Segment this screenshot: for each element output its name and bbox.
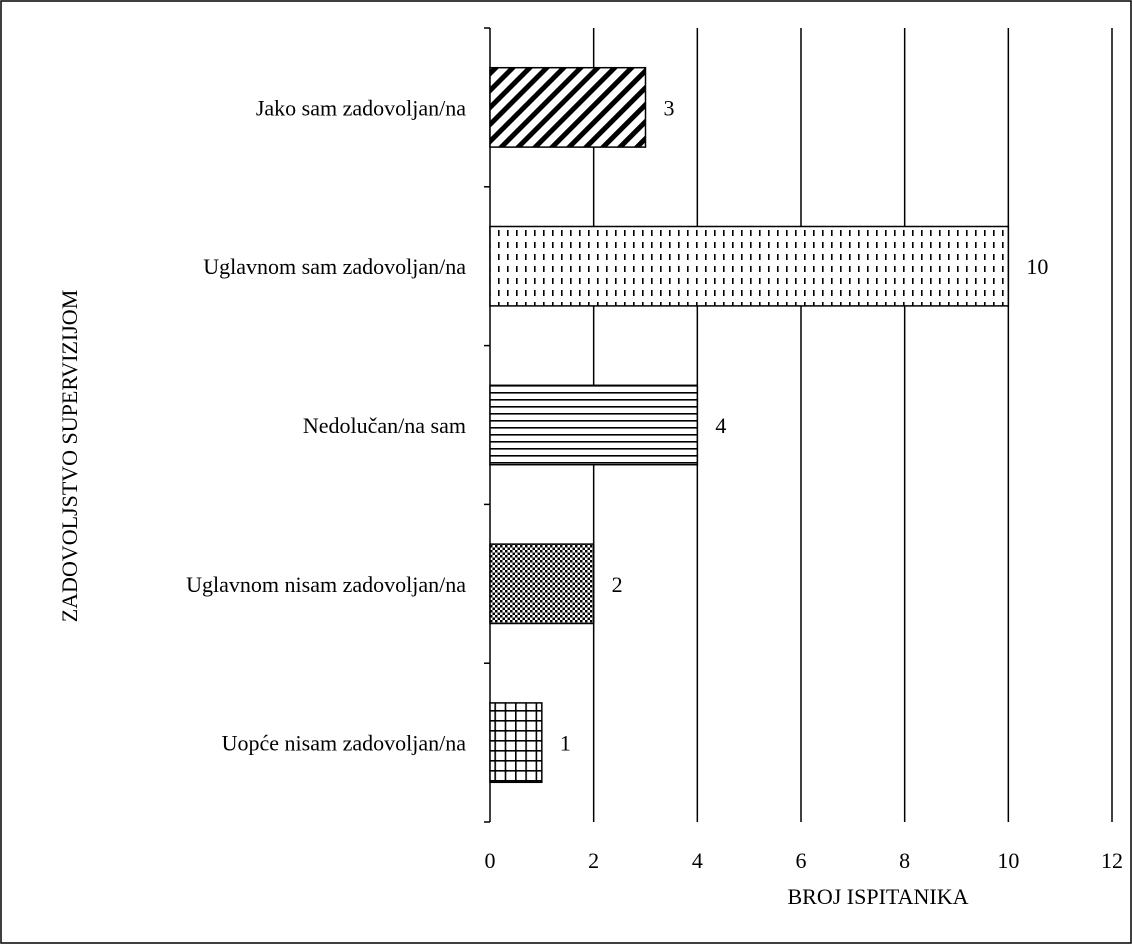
data-label: 4 <box>715 413 726 438</box>
category-label: Uopće nisam zadovoljan/na <box>222 731 467 756</box>
data-label: 10 <box>1026 254 1048 279</box>
x-tick-label: 6 <box>796 848 807 873</box>
x-tick-label: 12 <box>1101 848 1123 873</box>
bar <box>489 384 699 466</box>
x-tick-label: 4 <box>692 848 703 873</box>
x-tick-label: 0 <box>485 848 496 873</box>
data-label: 3 <box>664 95 675 120</box>
y-axis-title: ZADOVOLJSTVO SUPERVIZIJOM <box>57 290 82 623</box>
category-label: Jako sam zadovoljan/na <box>256 95 466 120</box>
data-label: 1 <box>560 731 571 756</box>
x-tick-label: 10 <box>997 848 1019 873</box>
x-tick-label: 8 <box>899 848 910 873</box>
bar <box>489 543 595 625</box>
category-label: Uglavnom sam zadovoljan/na <box>203 254 466 279</box>
data-label: 2 <box>612 572 623 597</box>
bar <box>489 66 647 148</box>
category-label: Nedolučan/na sam <box>303 413 466 438</box>
x-axis-title: BROJ ISPITANIKA <box>788 884 969 909</box>
x-tick-label: 2 <box>588 848 599 873</box>
bar <box>489 702 543 784</box>
category-label: Uglavnom nisam zadovoljan/na <box>186 572 466 597</box>
bar <box>489 225 1010 307</box>
